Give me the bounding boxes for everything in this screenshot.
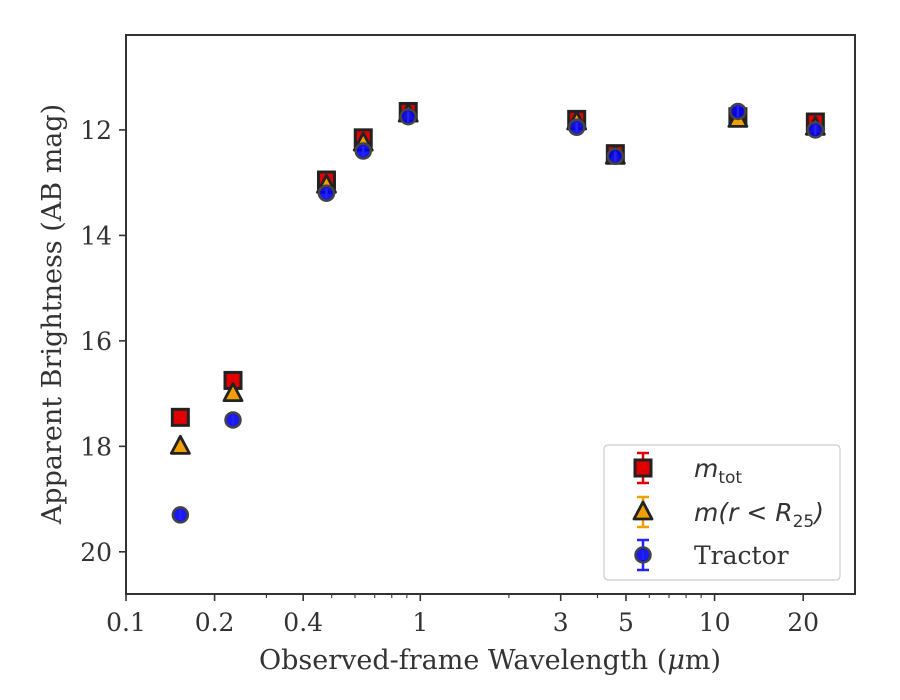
legend-label: mtot [694, 454, 742, 488]
ticks-layer: 12 14 16 18 20 0.1 0.2 0.4 1 3 5 10 20 [80, 116, 819, 637]
plot-frame [125, 34, 856, 595]
x-tick-label: 20 [787, 608, 819, 637]
legend-label: m(r < R25) [694, 498, 824, 532]
markers-layer [169, 101, 826, 524]
x-tick-label: 0.4 [283, 608, 323, 637]
y-tick-label: 12 [80, 116, 112, 145]
y-axis-label: Apparent Brightness (AB mag) [37, 104, 68, 525]
x-tick-label: 5 [618, 608, 634, 637]
legend-label: Tractor [694, 541, 789, 570]
y-tick-label: 18 [80, 432, 112, 461]
y-tick-label: 16 [80, 327, 112, 356]
y-tick-label: 14 [80, 221, 112, 250]
legend-box [603, 444, 841, 581]
x-axis-label: Observed-frame Wavelength (μm) [259, 645, 721, 676]
x-tick-label: 3 [553, 608, 569, 637]
x-tick-label: 0.1 [106, 608, 146, 637]
x-tick-label: 0.2 [195, 608, 235, 637]
legend: mtot m(r < R25) Tractor [603, 444, 841, 581]
x-tick-label: 1 [412, 608, 428, 637]
x-tick-label: 10 [699, 608, 731, 637]
y-tick-label: 20 [80, 538, 112, 567]
